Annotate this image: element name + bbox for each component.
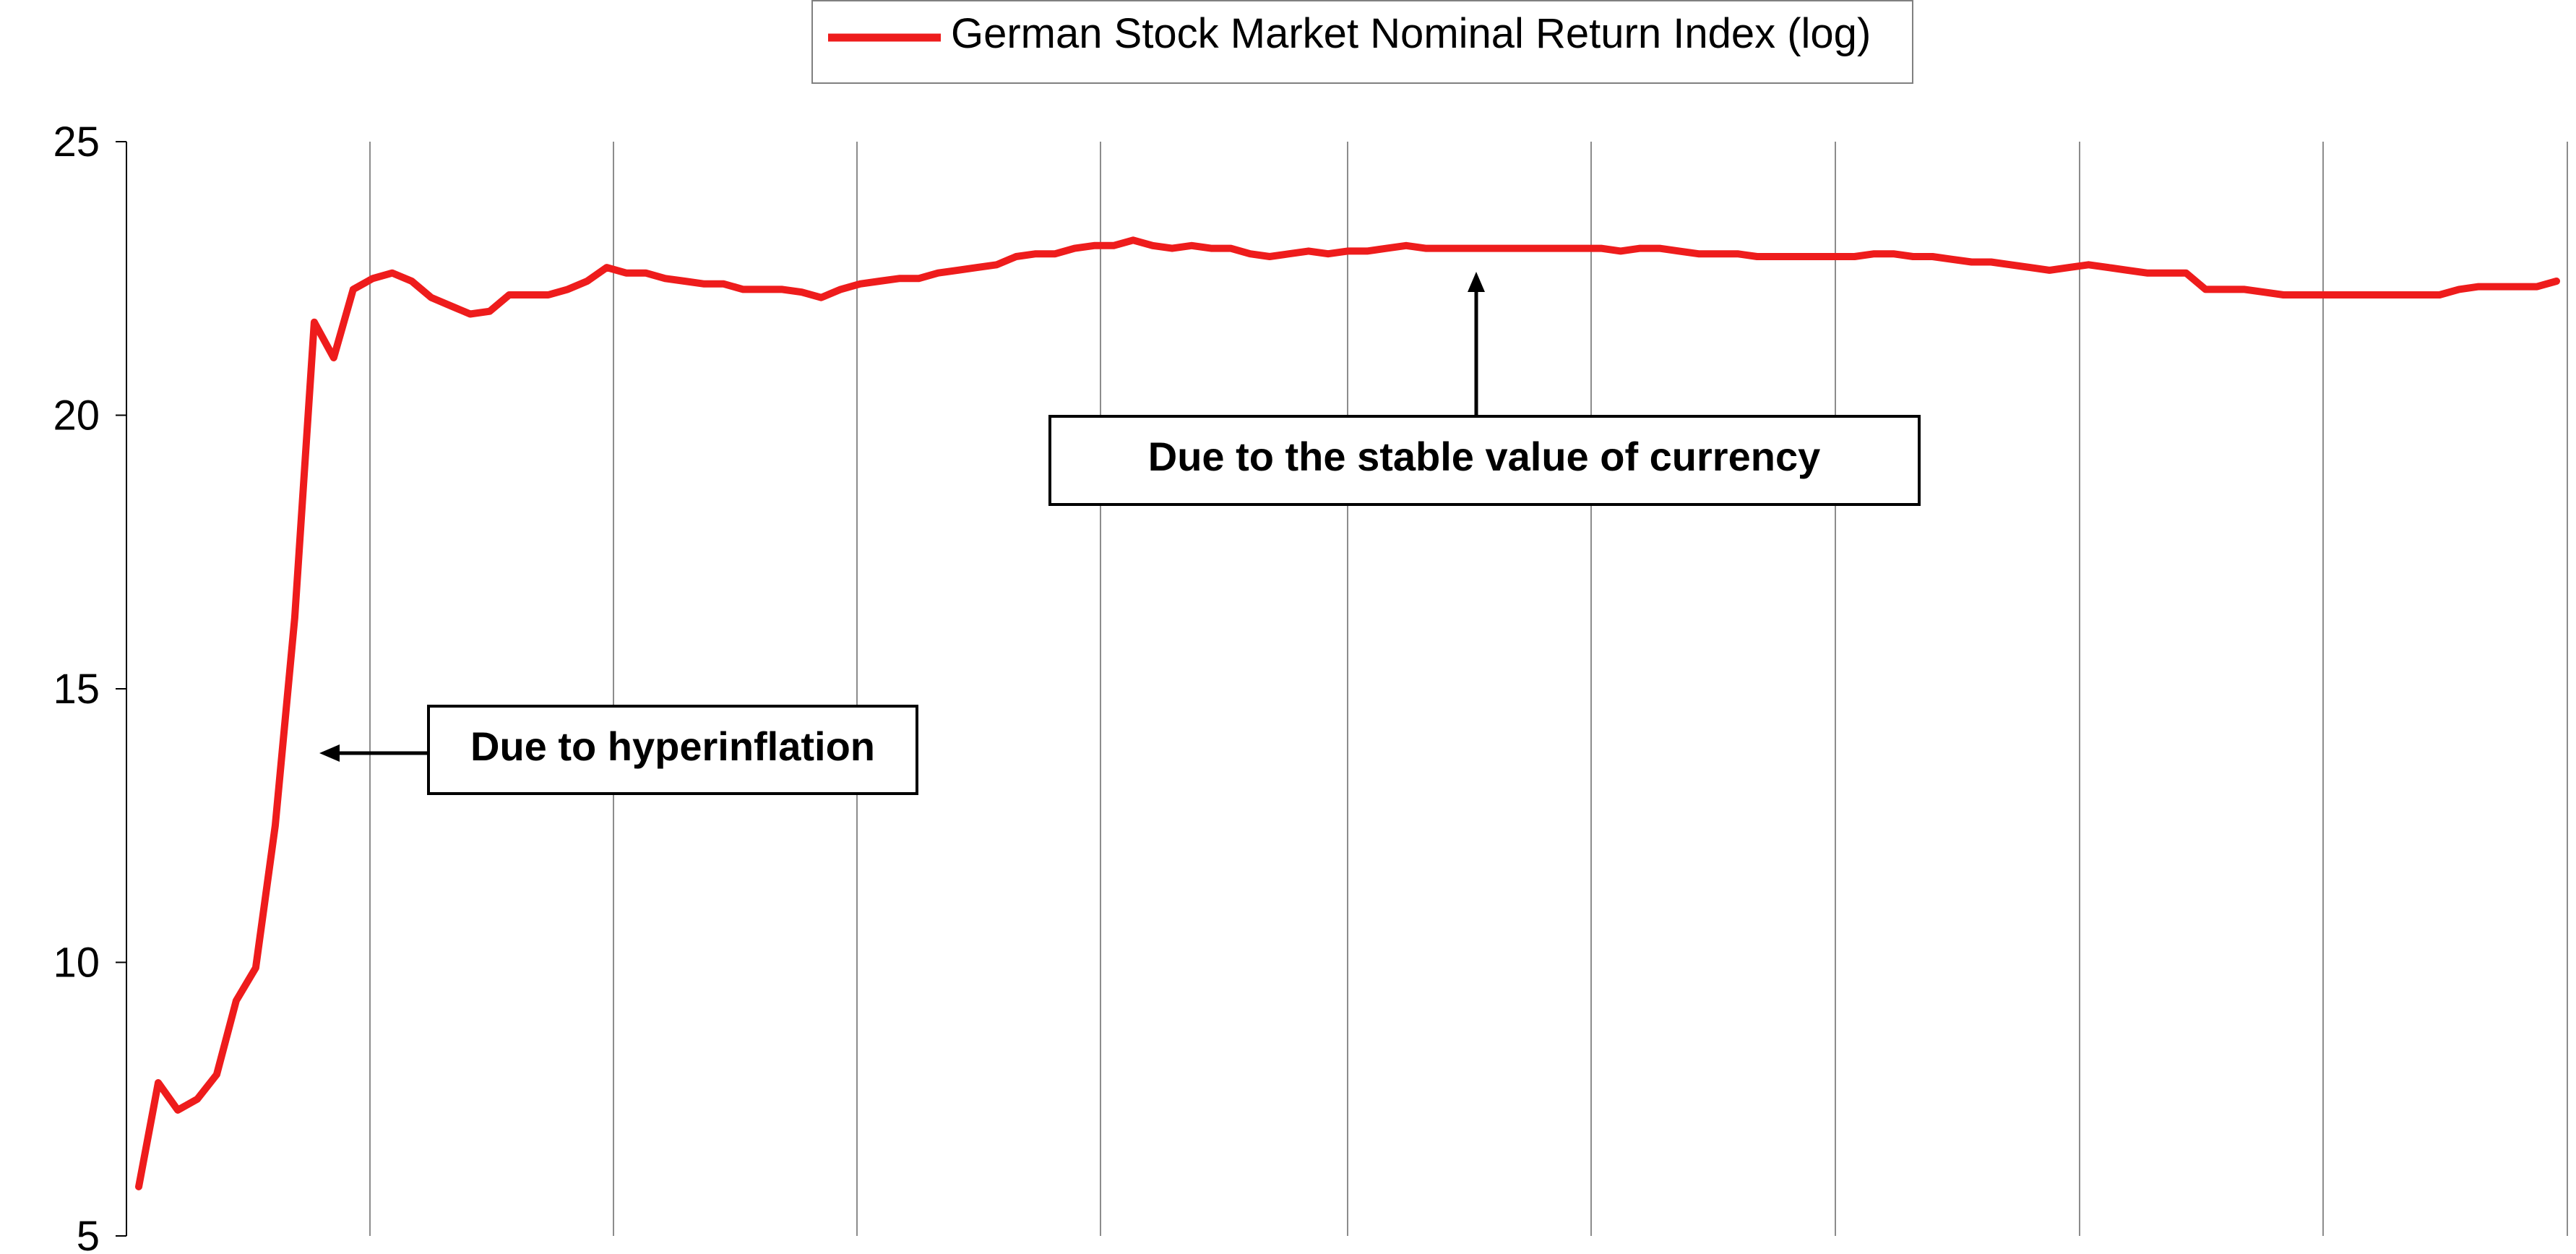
legend: German Stock Market Nominal Return Index… — [811, 0, 1913, 84]
legend-label: German Stock Market Nominal Return Index… — [951, 10, 1871, 57]
vertical-gridlines — [369, 142, 2568, 1236]
y-tick-label-15: 15 — [53, 666, 100, 713]
y-tick-label-25: 25 — [53, 119, 100, 166]
annotation-box — [427, 705, 918, 795]
arrow-left-icon — [319, 744, 340, 762]
legend-box — [811, 0, 1913, 84]
annotation-box — [1048, 415, 1921, 506]
y-tick-label-5: 5 — [77, 1213, 100, 1254]
annotation-stable-currency: Due to the stable value of currency — [1048, 272, 1921, 506]
annotation-hyperinflation-text: Due to hyperinflation — [470, 723, 875, 769]
plot-area: 5 10 15 20 25 — [53, 119, 2568, 1254]
y-tick-label-20: 20 — [53, 392, 100, 439]
annotation-hyperinflation: Due to hyperinflation — [319, 705, 918, 795]
y-axis-ticks: 5 10 15 20 25 — [53, 119, 126, 1254]
y-tick-label-10: 10 — [53, 940, 100, 987]
annotation-stable-currency-text: Due to the stable value of currency — [1148, 434, 1820, 479]
series-line-german-stock-index — [135, 236, 2560, 1190]
arrow-up-icon — [1468, 272, 1485, 292]
